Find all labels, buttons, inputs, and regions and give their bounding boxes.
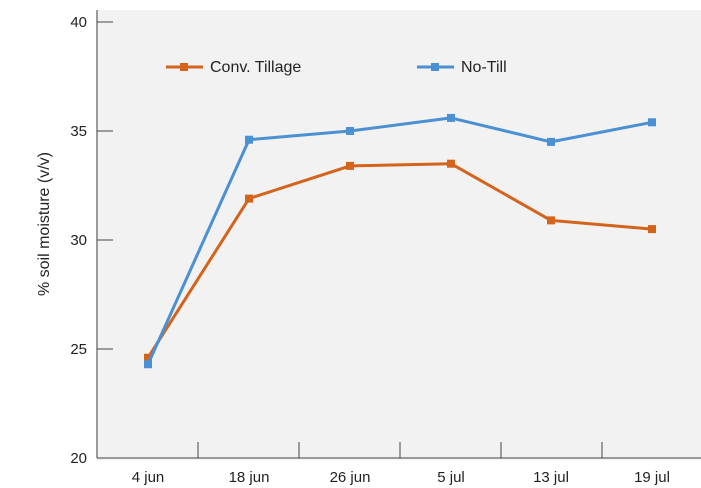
series-line: [146, 116, 653, 365]
legend-label: No-Till: [461, 59, 507, 76]
y-tick-label: 20: [70, 450, 87, 467]
y-axis-title: % soil moisture (v/v): [36, 152, 53, 296]
data-point: [144, 353, 152, 362]
data-point: [547, 216, 555, 225]
data-point: [447, 159, 455, 168]
data-point: [648, 225, 656, 234]
data-point: [346, 127, 354, 135]
y-tick-label: 30: [70, 232, 87, 249]
data-point: [648, 118, 656, 127]
x-tick-label: 5 jul: [437, 469, 465, 486]
data-point: [547, 137, 555, 146]
data-point: [245, 135, 253, 144]
data-point: [144, 360, 152, 369]
y-tick-label: 25: [70, 341, 87, 358]
legend-swatch-marker: [180, 63, 188, 71]
x-tick-label: 4 jun: [132, 469, 165, 486]
y-tick-label: 40: [70, 14, 87, 31]
data-point: [447, 113, 455, 122]
legend-swatch-marker: [431, 63, 439, 71]
data-point: [245, 194, 253, 203]
x-tick-label: 26 jun: [330, 469, 371, 486]
x-tick-label: 13 jul: [533, 469, 569, 486]
legend-label: Conv. Tillage: [210, 59, 301, 76]
x-tick-label: 19 jul: [634, 469, 670, 486]
y-tick-label: 35: [70, 123, 87, 140]
series-line: [146, 162, 653, 359]
plot-area: [96, 10, 701, 460]
x-tick-label: 18 jun: [229, 469, 270, 486]
data-point: [346, 161, 354, 170]
